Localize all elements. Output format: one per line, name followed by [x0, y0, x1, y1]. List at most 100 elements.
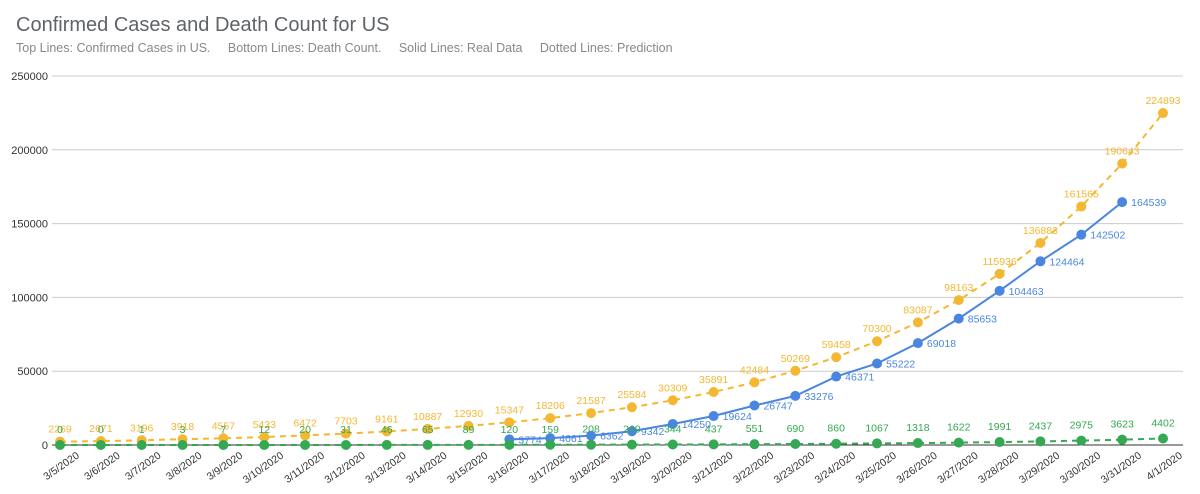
- data-label: 0: [98, 424, 104, 436]
- data-point: [667, 439, 678, 450]
- data-label: 85653: [968, 314, 997, 326]
- data-label: 10887: [413, 411, 442, 423]
- x-tick-label: 3/28/2020: [976, 450, 1021, 487]
- data-labels: 2269 2671 3196 3918 4557 5433 6472 7703 9161 1088…: [48, 95, 1180, 446]
- y-axis-ticks: 0 50000 100000 150000 200000 250000: [11, 71, 48, 452]
- x-tick-label: 3/24/2020: [813, 450, 858, 487]
- data-label: 9342: [641, 426, 665, 438]
- data-point: [504, 417, 515, 428]
- data-label: 12930: [454, 408, 483, 420]
- data-label: 4661: [559, 433, 583, 445]
- x-tick-label: 3/20/2020: [649, 450, 694, 487]
- data-point: [1117, 158, 1128, 169]
- data-point: [1076, 435, 1087, 446]
- x-tick-label: 3/29/2020: [1017, 450, 1062, 487]
- data-label: 14250: [682, 419, 711, 431]
- data-point: [912, 317, 923, 328]
- data-label: 69018: [927, 338, 956, 350]
- data-label: 19624: [723, 411, 752, 423]
- data-label: 26747: [763, 401, 792, 413]
- data-point: [340, 428, 351, 439]
- data-point: [1158, 433, 1168, 444]
- data-label: 3774: [518, 434, 542, 446]
- data-label: 142502: [1090, 230, 1125, 242]
- x-tick-label: 3/25/2020: [854, 450, 899, 487]
- data-point: [831, 352, 842, 363]
- data-label: 6472: [293, 417, 317, 429]
- data-label: 7: [220, 424, 226, 436]
- data-label: 1: [139, 424, 145, 436]
- x-tick-label: 3/7/2020: [123, 450, 163, 483]
- x-tick-label: 3/8/2020: [164, 450, 204, 483]
- data-label: 3: [180, 424, 186, 436]
- data-label: 4557: [212, 420, 236, 432]
- data-label: 46: [381, 424, 393, 436]
- data-point: [218, 439, 229, 450]
- data-point: [422, 423, 433, 434]
- data-label: 59458: [822, 339, 851, 351]
- x-tick-label: 3/10/2020: [241, 450, 286, 487]
- data-label: 15347: [495, 404, 524, 416]
- data-label: 98163: [944, 282, 973, 294]
- data-point: [1117, 197, 1128, 208]
- data-label: 136883: [1023, 225, 1058, 237]
- data-label: 21587: [576, 395, 605, 407]
- data-label: 2975: [1070, 420, 1094, 432]
- x-tick-label: 3/22/2020: [731, 450, 776, 487]
- data-point: [994, 268, 1005, 279]
- x-tick-label: 3/17/2020: [527, 450, 572, 487]
- x-tick-label: 3/30/2020: [1058, 450, 1103, 487]
- data-label: 120: [501, 424, 519, 436]
- data-label: 124464: [1049, 256, 1084, 268]
- x-tick-label: 3/13/2020: [363, 450, 408, 487]
- data-point: [1158, 108, 1168, 119]
- data-label: 83087: [903, 304, 932, 316]
- data-label: 190643: [1105, 146, 1140, 158]
- data-point: [177, 439, 188, 450]
- data-label: 1622: [947, 422, 971, 434]
- data-label: 18206: [536, 400, 565, 412]
- data-label: 33276: [804, 391, 833, 403]
- data-point: [1117, 434, 1128, 445]
- x-tick-label: 3/27/2020: [935, 450, 980, 487]
- data-point: [912, 438, 923, 449]
- x-tick-label: 3/14/2020: [404, 450, 449, 487]
- data-point: [586, 430, 597, 441]
- x-tick-label: 3/15/2020: [445, 450, 490, 487]
- data-point: [953, 437, 964, 448]
- data-point: [994, 285, 1005, 296]
- data-label: 20: [299, 424, 311, 436]
- data-point: [422, 439, 433, 450]
- data-point: [953, 295, 964, 306]
- data-point: [1035, 237, 1046, 248]
- data-point: [626, 439, 637, 450]
- data-point: [872, 336, 883, 347]
- data-point: [790, 390, 801, 401]
- data-point: [626, 426, 637, 437]
- x-tick-label: 3/16/2020: [486, 450, 531, 487]
- data-label: 3196: [130, 422, 154, 434]
- data-label: 161565: [1064, 189, 1099, 201]
- y-tick-label: 250000: [11, 71, 48, 83]
- x-tick-label: 3/31/2020: [1099, 450, 1144, 487]
- data-point: [872, 358, 883, 369]
- data-point: [1076, 201, 1087, 212]
- data-point: [749, 439, 760, 450]
- data-point: [136, 439, 147, 450]
- data-point: [1076, 229, 1087, 240]
- data-point: [545, 413, 556, 424]
- data-point: [545, 439, 556, 450]
- data-label: 551: [746, 423, 764, 435]
- data-point: [749, 400, 760, 411]
- data-label: 25584: [617, 389, 646, 401]
- data-label: 2269: [48, 424, 72, 436]
- data-point: [463, 420, 474, 431]
- data-point: [872, 438, 883, 449]
- data-label: 89: [463, 424, 475, 436]
- data-point: [667, 395, 678, 406]
- data-point: [994, 437, 1005, 448]
- data-label: 159: [541, 424, 559, 436]
- data-label: 1067: [865, 422, 889, 434]
- data-label: 0: [57, 424, 63, 436]
